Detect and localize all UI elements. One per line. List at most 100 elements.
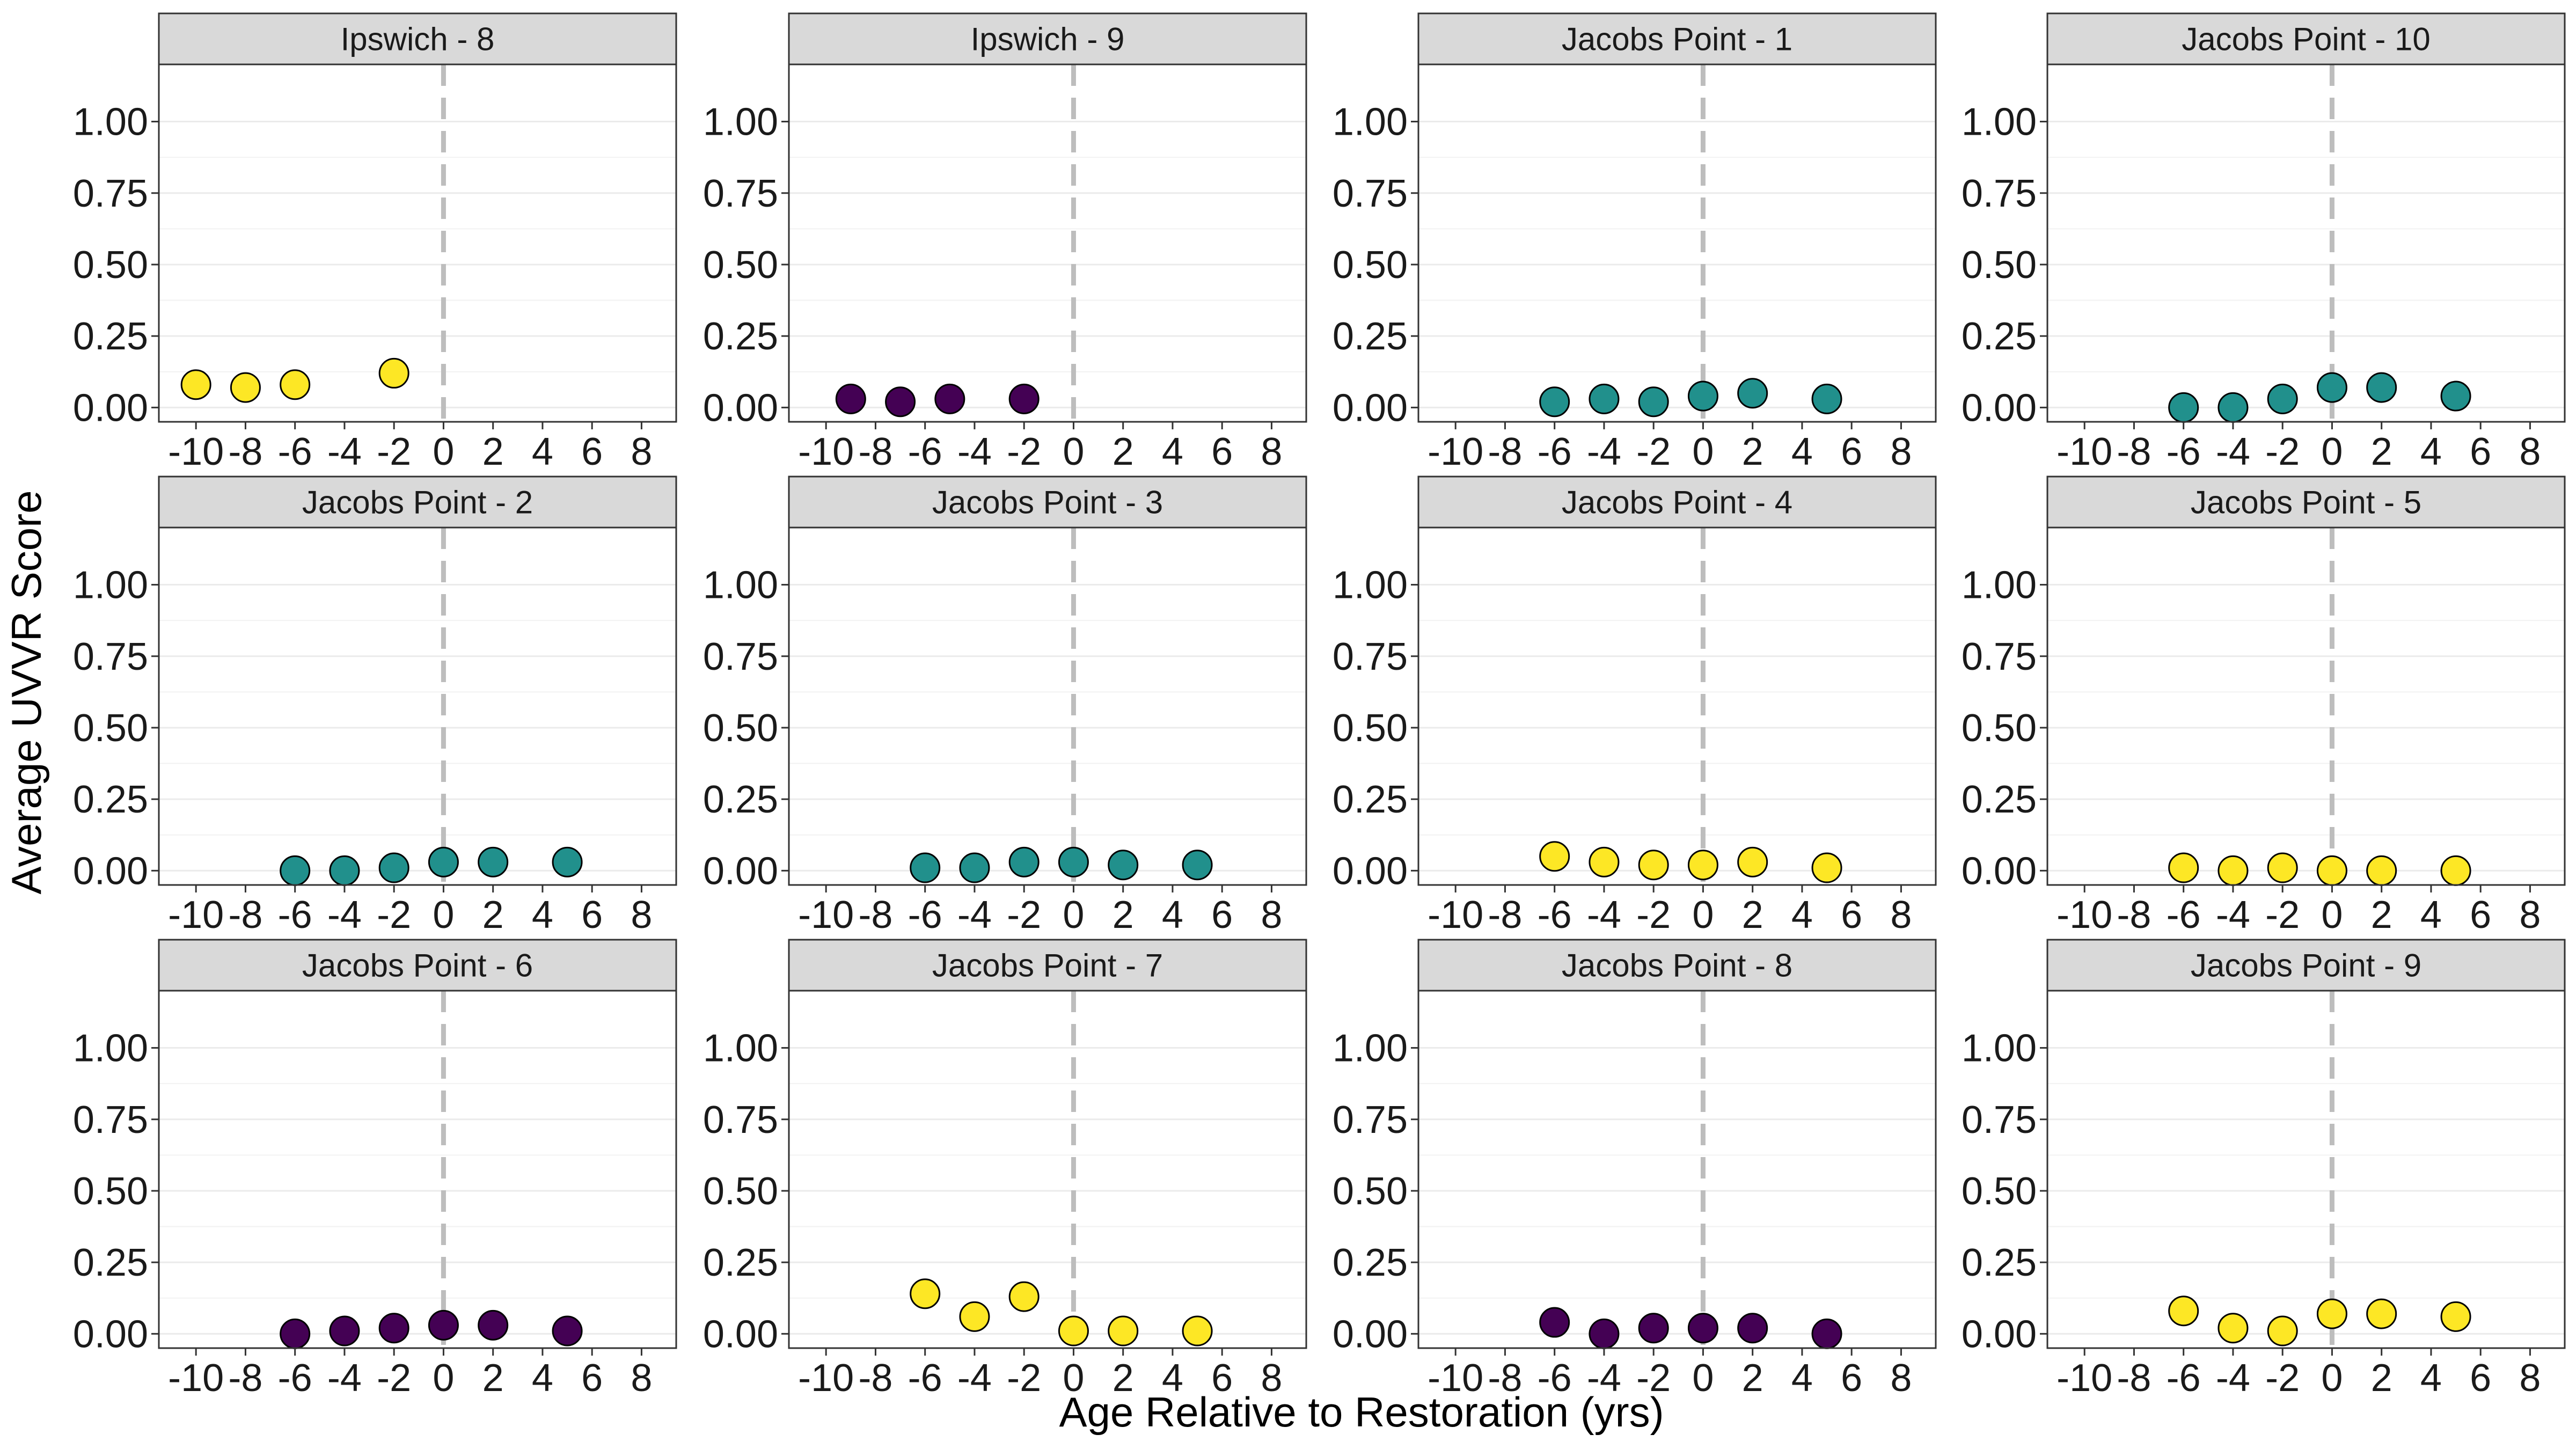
plot-background — [1418, 991, 1936, 1348]
y-tick-label: 1.00 — [1333, 1027, 1408, 1070]
facet-strip — [2046, 475, 2566, 529]
x-axis-title: Age Relative to Restoration (yrs) — [1059, 1388, 1664, 1436]
x-tick-label: 0 — [1063, 1357, 1084, 1400]
panel-border — [2046, 526, 2566, 886]
facet-strip — [158, 12, 677, 65]
x-tick-label: 6 — [1841, 894, 1862, 936]
facet-panel: Jacobs Point - 50.000.250.500.751.00-10-… — [1962, 475, 2566, 936]
x-tick-label: 4 — [1162, 894, 1183, 936]
x-tick-label: -10 — [168, 430, 224, 473]
data-point — [329, 855, 360, 886]
data-point — [552, 846, 583, 877]
x-tick-label: -8 — [228, 1357, 262, 1400]
facet-title: Jacobs Point - 3 — [932, 485, 1163, 521]
x-tick-label: 4 — [2420, 430, 2442, 473]
x-tick-label: -10 — [168, 1357, 224, 1400]
x-tick-label: 8 — [1261, 1357, 1282, 1400]
y-tick-label: 0.25 — [1962, 778, 2037, 821]
data-point — [1811, 1318, 1842, 1349]
facet-panel: Ipswich - 9 0.00 0.25 0.50 0.75 1.00 -10 -8 -6 -4… — [703, 12, 1307, 473]
y-axis-title: Average UVVR Score — [3, 491, 50, 895]
x-tick-label: -10 — [798, 430, 854, 473]
data-point — [1737, 378, 1768, 409]
x-tick-label: -8 — [2117, 894, 2151, 936]
facet-panel: Ipswich - 8 0.00 0.25 0.50 0.75 1.00 -10 -8 -6 -4… — [73, 12, 677, 473]
x-tick-label: -4 — [327, 894, 362, 936]
data-point — [2168, 392, 2199, 423]
y-tick-label: 0.00 — [1333, 386, 1408, 429]
data-point — [428, 846, 459, 877]
x-tick-label: -6 — [1538, 430, 1572, 473]
plot-background — [789, 991, 1306, 1348]
y-tick-label: 1.00 — [1333, 101, 1408, 144]
data-point — [1589, 383, 1620, 414]
data-point — [2316, 855, 2347, 886]
data-point — [2366, 855, 2397, 886]
y-tick-label: 0.50 — [1962, 244, 2037, 287]
data-point — [1589, 846, 1620, 877]
panel-border — [2046, 990, 2566, 1349]
panel-border — [1417, 526, 1937, 886]
facet-title: Jacobs Point - 6 — [302, 948, 533, 984]
x-tick-label: -4 — [2216, 1357, 2250, 1400]
y-tick-label: 0.25 — [703, 1241, 778, 1284]
x-tick-label: -8 — [1488, 430, 1522, 473]
x-tick-label: 0 — [2321, 430, 2343, 473]
data-point — [1737, 1313, 1768, 1344]
y-tick-label: 0.00 — [1962, 386, 2037, 429]
data-point — [959, 1301, 990, 1332]
x-tick-label: 8 — [1261, 430, 1282, 473]
x-tick-label: 4 — [2420, 894, 2442, 936]
x-tick-label: -2 — [1007, 894, 1041, 936]
data-point — [378, 852, 409, 883]
x-tick-label: -10 — [1428, 430, 1483, 473]
y-tick-label: 0.75 — [73, 635, 148, 678]
y-tick-label: 1.00 — [73, 1027, 148, 1070]
y-tick-label: 0.50 — [1962, 707, 2037, 750]
y-tick-label: 0.50 — [73, 1170, 148, 1213]
x-tick-label: 6 — [2470, 1357, 2491, 1400]
x-tick-label: 8 — [2519, 430, 2541, 473]
y-tick-label: 0.25 — [703, 315, 778, 358]
y-tick-label: 0.25 — [1962, 315, 2037, 358]
facet-title: Jacobs Point - 9 — [2191, 948, 2421, 984]
x-tick-label: 6 — [1841, 1357, 1862, 1400]
y-tick-label: 1.00 — [1962, 564, 2037, 607]
x-tick-label: 0 — [433, 1357, 454, 1400]
x-tick-label: -4 — [957, 430, 992, 473]
x-tick-label: -2 — [377, 430, 411, 473]
y-tick-label: 0.25 — [703, 778, 778, 821]
panel-border — [788, 526, 1307, 886]
facet-strip — [788, 939, 1307, 992]
y-tick-label: 0.00 — [73, 1313, 148, 1356]
x-tick-label: 2 — [1113, 1357, 1134, 1400]
data-point — [2440, 1301, 2471, 1332]
x-tick-label: 2 — [2371, 894, 2392, 936]
x-tick-label: -2 — [1636, 894, 1671, 936]
data-point — [1638, 386, 1669, 418]
x-tick-label: -10 — [168, 894, 224, 936]
x-tick-label: 6 — [581, 894, 603, 936]
data-point — [180, 369, 211, 400]
plot-background — [159, 528, 676, 885]
y-tick-label: 1.00 — [1962, 1027, 2037, 1070]
y-tick-label: 0.50 — [703, 244, 778, 287]
data-point — [1539, 386, 1570, 418]
x-tick-label: 8 — [1890, 1357, 1912, 1400]
data-point — [934, 383, 965, 414]
y-tick-label: 1.00 — [73, 564, 148, 607]
data-point — [2267, 383, 2298, 414]
facet-panel: Jacobs Point - 60.000.250.500.751.00-10-… — [73, 939, 677, 1400]
x-tick-label: -8 — [858, 430, 892, 473]
x-tick-label: 2 — [482, 894, 504, 936]
x-tick-label: 6 — [581, 430, 603, 473]
y-tick-label: 1.00 — [1333, 564, 1408, 607]
x-tick-label: -8 — [1488, 894, 1522, 936]
data-point — [910, 852, 941, 883]
y-tick-label: 0.75 — [703, 635, 778, 678]
x-tick-label: 4 — [1162, 430, 1183, 473]
data-point — [1589, 1318, 1620, 1349]
data-point — [230, 372, 261, 403]
x-tick-label: -4 — [1587, 430, 1621, 473]
x-tick-label: 0 — [1692, 430, 1714, 473]
